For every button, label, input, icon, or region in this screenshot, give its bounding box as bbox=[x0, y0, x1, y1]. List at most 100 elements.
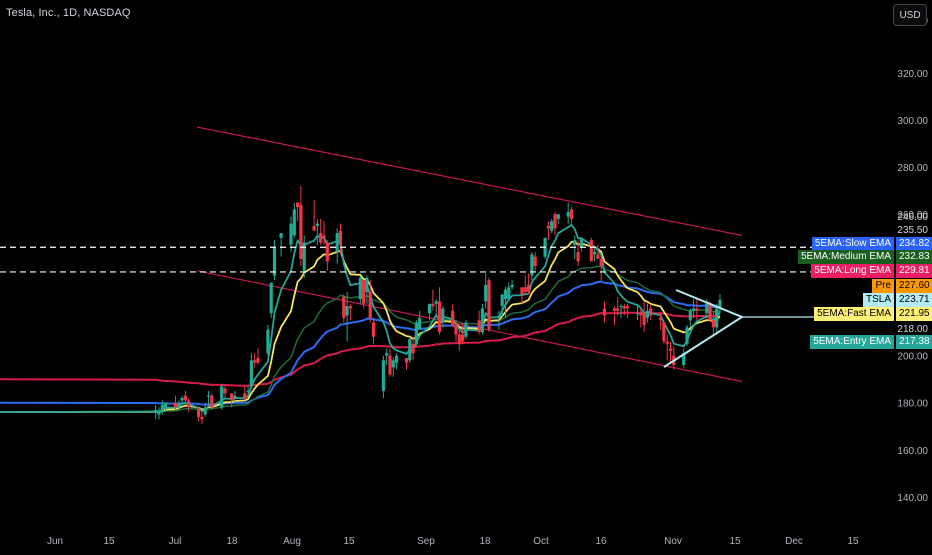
candle bbox=[665, 334, 669, 361]
candle-body bbox=[371, 322, 376, 337]
candle bbox=[596, 244, 600, 260]
price-tick-label: 140.00 bbox=[897, 493, 928, 504]
candle bbox=[556, 214, 560, 224]
axis-corner bbox=[888, 530, 932, 550]
candle-body bbox=[573, 240, 577, 245]
price-tick-label: 180.00 bbox=[897, 399, 928, 410]
candle-body bbox=[411, 343, 415, 354]
price-tick-label: 320.00 bbox=[897, 69, 928, 80]
candle bbox=[183, 390, 187, 403]
candle bbox=[497, 310, 501, 330]
candle-body bbox=[659, 317, 663, 321]
candle-body bbox=[368, 291, 372, 318]
candle-body bbox=[210, 395, 214, 408]
candle-body bbox=[602, 308, 607, 316]
candle-body bbox=[173, 402, 178, 408]
candle bbox=[203, 402, 207, 417]
candle bbox=[668, 341, 673, 363]
candle bbox=[626, 303, 630, 318]
candle-body bbox=[645, 310, 649, 318]
candle bbox=[322, 221, 326, 245]
candle bbox=[362, 280, 366, 309]
candle bbox=[639, 308, 643, 328]
candle bbox=[464, 320, 468, 340]
candle-body bbox=[272, 247, 277, 276]
price-tick-label: 200.00 bbox=[897, 352, 928, 363]
symbol-title: Tesla, Inc., 1D, NASDAQ bbox=[6, 7, 131, 19]
candle bbox=[441, 306, 445, 328]
candle-body bbox=[461, 334, 465, 342]
currency-button[interactable]: USD bbox=[893, 4, 927, 26]
candle-body bbox=[510, 284, 514, 288]
entry-ema-line bbox=[0, 223, 721, 413]
candle-body bbox=[253, 360, 257, 363]
time-tick-label: 18 bbox=[226, 536, 238, 547]
candle bbox=[527, 273, 531, 295]
candle-body bbox=[457, 334, 461, 344]
candle bbox=[635, 303, 640, 321]
candle-body bbox=[639, 313, 643, 316]
candle bbox=[388, 348, 392, 377]
candle bbox=[385, 348, 389, 366]
tag-label-5: 5EMA:Fast EMA bbox=[814, 307, 894, 321]
candle bbox=[612, 306, 616, 325]
time-axis[interactable]: Jun 15 Jul 18 Aug 15 Sep 18 Oct 16 Nov 15 Dec 15 bbox=[0, 530, 888, 550]
candle bbox=[672, 346, 676, 370]
candle-body bbox=[649, 308, 653, 316]
candle bbox=[553, 211, 557, 236]
candle-body bbox=[233, 395, 237, 399]
candle-body bbox=[418, 317, 422, 330]
candle-body bbox=[269, 282, 273, 314]
candle bbox=[256, 348, 260, 366]
candle-body bbox=[579, 237, 583, 248]
candle-body bbox=[708, 303, 712, 321]
candle bbox=[289, 216, 293, 252]
candle-body bbox=[302, 242, 306, 271]
candle-body bbox=[527, 284, 531, 292]
candle-body bbox=[550, 221, 554, 231]
tag-label-1: 5EMA:Medium EMA bbox=[797, 250, 894, 264]
candle bbox=[579, 237, 583, 252]
candle bbox=[164, 402, 168, 413]
tag-value-6: 217.38 bbox=[896, 335, 932, 349]
candle-body bbox=[388, 355, 392, 375]
candle bbox=[487, 277, 491, 333]
candle bbox=[533, 251, 537, 271]
tag-value-2: 229.81 bbox=[896, 264, 932, 278]
candle bbox=[715, 303, 719, 333]
tag-value-4: 223.71 bbox=[896, 293, 932, 307]
candle bbox=[342, 294, 346, 323]
candle bbox=[246, 386, 250, 396]
candle bbox=[622, 303, 626, 316]
candle bbox=[408, 336, 412, 363]
candle bbox=[566, 202, 570, 224]
candle-body bbox=[404, 357, 409, 363]
candle-body bbox=[711, 320, 715, 328]
candle-body bbox=[688, 310, 692, 321]
candle-body bbox=[566, 211, 570, 217]
candle-body bbox=[553, 214, 557, 229]
candle bbox=[348, 303, 352, 321]
candle bbox=[576, 240, 580, 267]
candle bbox=[200, 412, 204, 424]
candle bbox=[414, 320, 418, 347]
time-tick-label: 16 bbox=[595, 536, 607, 547]
candle bbox=[292, 202, 296, 238]
candle bbox=[411, 336, 415, 361]
candle-body bbox=[319, 233, 323, 243]
candle-body bbox=[325, 242, 329, 262]
candle-body bbox=[533, 256, 537, 267]
candle bbox=[269, 282, 273, 318]
candle bbox=[480, 303, 484, 335]
time-tick-label: Jul bbox=[169, 536, 182, 547]
candle bbox=[272, 240, 277, 281]
candle-body bbox=[480, 308, 484, 333]
candle bbox=[296, 202, 300, 222]
price-chart[interactable] bbox=[0, 0, 888, 530]
candle-body bbox=[441, 308, 445, 323]
chart-pane[interactable]: Tesla, Inc., 1D, NASDAQ bbox=[0, 0, 888, 530]
candle-body bbox=[385, 353, 389, 356]
candle bbox=[266, 324, 270, 356]
candle-body bbox=[296, 202, 300, 208]
candle bbox=[371, 317, 376, 344]
